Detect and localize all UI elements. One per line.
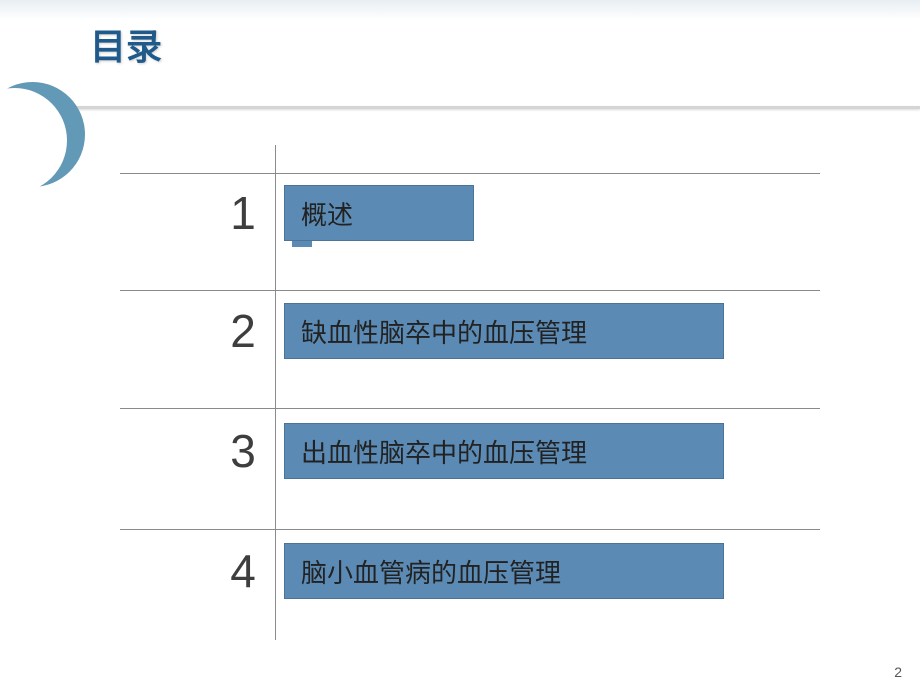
toc-item-3: 3 出血性脑卒中的血压管理 (218, 423, 724, 479)
horizontal-guide-line (120, 173, 820, 174)
horizontal-guide-line (120, 290, 820, 291)
header-divider (0, 106, 920, 109)
page-number: 2 (894, 664, 902, 680)
toc-number: 3 (218, 424, 268, 478)
toc-bar: 缺血性脑卒中的血压管理 (284, 303, 724, 359)
toc-number: 1 (218, 186, 268, 240)
top-gradient (0, 0, 920, 20)
toc-number: 2 (218, 304, 268, 358)
toc-item-1: 1 概述 (218, 185, 474, 241)
page-title: 目录 (90, 18, 162, 70)
toc-number: 4 (218, 544, 268, 598)
toc-bar: 概述 (284, 185, 474, 241)
toc-bar: 出血性脑卒中的血压管理 (284, 423, 724, 479)
toc-bar: 脑小血管病的血压管理 (284, 543, 724, 599)
toc-item-4: 4 脑小血管病的血压管理 (218, 543, 724, 599)
horizontal-guide-line (120, 529, 820, 530)
toc-item-2: 2 缺血性脑卒中的血压管理 (218, 303, 724, 359)
toc-tick (292, 241, 312, 247)
horizontal-guide-line (120, 408, 820, 409)
